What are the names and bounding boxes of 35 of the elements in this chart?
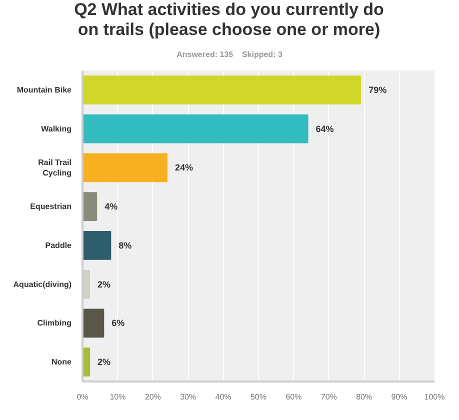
x-tick-label: 40%	[215, 392, 232, 402]
data-label: 4%	[104, 201, 118, 212]
y-tick-label: Mountain Bike	[16, 85, 72, 94]
data-label: 24%	[174, 162, 193, 173]
data-label: 8%	[118, 240, 132, 250]
x-tick-label: 30%	[180, 392, 196, 402]
y-tick-label: None	[52, 357, 72, 366]
bar	[82, 192, 98, 221]
x-tick-label: 50%	[250, 392, 267, 402]
y-tick-label: Equestrian	[30, 202, 72, 211]
bar	[82, 230, 112, 260]
data-label: 2%	[98, 279, 111, 290]
bar	[82, 153, 168, 182]
x-tick-label: 60%	[286, 392, 302, 402]
x-tick-label: 0%	[76, 392, 88, 402]
bar	[82, 308, 104, 338]
x-tick-label: 70%	[320, 392, 337, 402]
bar	[82, 75, 362, 104]
chart-subtitle: Answered: 135 Skipped: 3	[176, 48, 284, 60]
x-tick-label: 100%	[424, 392, 445, 402]
y-tick-label: Climbing	[37, 318, 72, 328]
data-label: 2%	[98, 356, 111, 367]
y-tick-label: Aquatic(diving)	[13, 280, 72, 289]
chart-title: Q2 What activities do you currently do on trails (please choose one or more)	[73, 0, 385, 41]
x-tick-label: 10%	[110, 392, 126, 402]
data-label: 64%	[316, 124, 334, 134]
x-tick-label: 90%	[391, 392, 408, 402]
data-label: 6%	[112, 318, 125, 328]
bar	[82, 114, 308, 144]
x-tick-label: 80%	[356, 392, 372, 402]
y-tick-label: Paddle	[45, 240, 72, 250]
y-tick-label: Walking	[41, 124, 72, 134]
y-tick-label: Rail Trail Cycling	[38, 158, 72, 178]
data-label: 79%	[368, 84, 387, 95]
x-tick-label: 20%	[144, 392, 161, 402]
